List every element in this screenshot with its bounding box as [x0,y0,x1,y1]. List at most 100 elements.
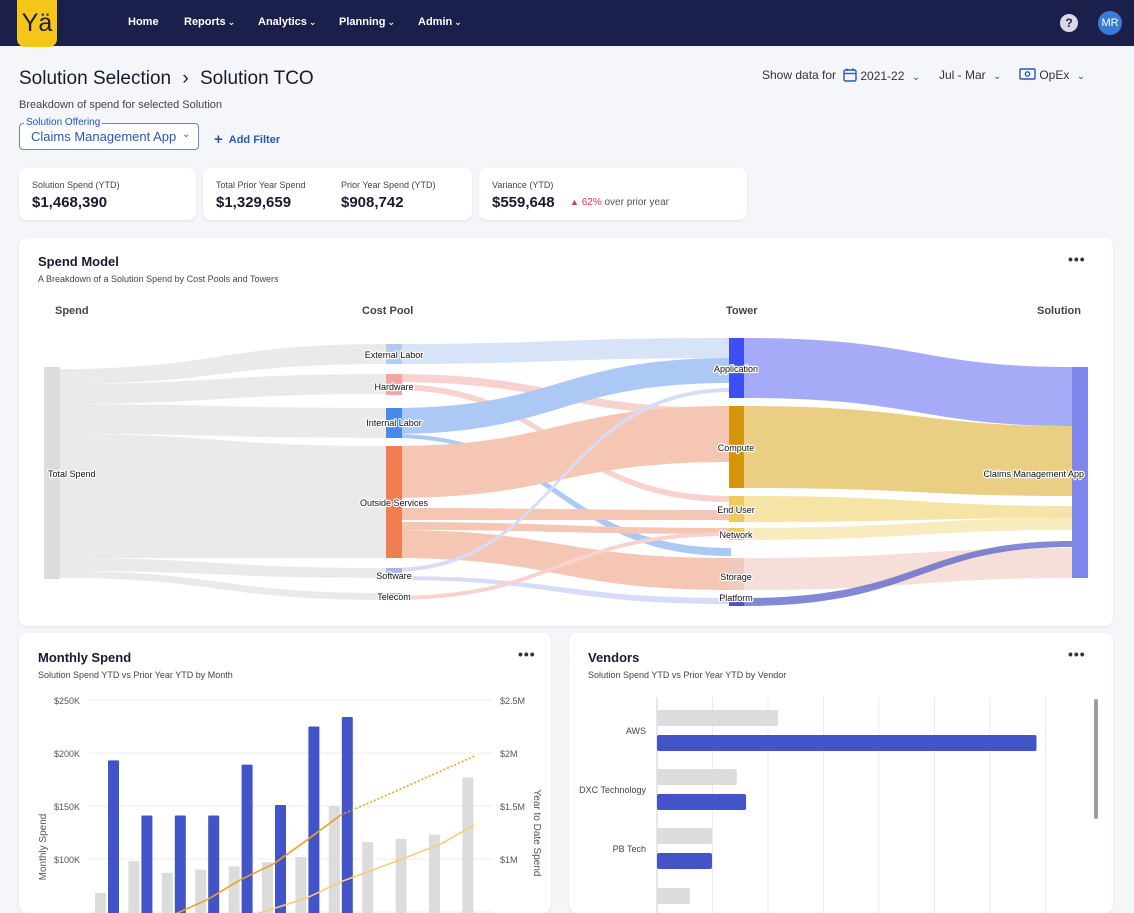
top-navigation-bar: Yä Home Reports⌄ Analytics⌄ Planning⌄ Ad… [0,0,1134,46]
vendor-bars [657,710,1037,904]
label-compute: Compute [718,443,755,453]
page-subtitle: Breakdown of spend for selected Solution [19,99,222,111]
nav-home[interactable]: Home [128,16,159,28]
chevron-down-icon: ⌄ [454,17,462,27]
bar-prior-year[interactable] [396,839,407,913]
bar-prior-year[interactable] [462,777,473,913]
bar-prior-year[interactable] [128,861,139,913]
bar-solution-spend[interactable] [657,853,712,869]
bar-solution-spend[interactable] [108,760,119,913]
label-external-labor: External Labor [365,350,424,360]
solution-offering-legend: Solution Offering [24,117,102,128]
label-solution: Claims Management App [983,469,1084,479]
bar-prior-year[interactable] [229,866,240,913]
fiscal-year-select[interactable]: 2021-22 ⌄ [843,68,920,83]
kpi-label: Solution Spend (YTD) [32,180,120,190]
bar-prior-year[interactable] [657,888,690,904]
column-header-tower: Tower [726,305,758,317]
label-internal-labor: Internal Labor [366,418,422,428]
bar-prior-year[interactable] [657,769,737,785]
links-spend-to-pool [60,344,386,600]
right-axis-title: Year to Date Spend [531,790,542,877]
help-icon[interactable]: ? [1060,14,1078,32]
variance-percent: 62% [582,197,602,208]
add-filter-label: Add Filter [229,134,280,146]
add-filter-button[interactable]: + Add Filter [214,131,280,148]
kpi-value: $559,648 [492,194,555,211]
nav-reports[interactable]: Reports⌄ [184,16,235,28]
right-tick: $2.5M [500,696,525,706]
label-storage: Storage [720,572,752,582]
right-tick: $1M [500,855,518,865]
nav-admin[interactable]: Admin⌄ [418,16,462,28]
right-tick: $2M [500,749,518,759]
kpi-label: Variance (YTD) [492,180,553,190]
variance-change: ▲ 62% over prior year [570,197,669,208]
right-axis-ticks: $2.5M $2M $1.5M $1M [500,696,525,865]
vendor-label: AWS [626,726,646,736]
spend-type-select[interactable]: OpEx ⌄ [1019,68,1085,82]
bar-prior-year[interactable] [657,828,712,844]
nav-planning-label: Planning [339,16,385,28]
logo[interactable]: Yä [17,0,57,47]
spend-model-card: Spend Model A Breakdown of a Solution Sp… [19,238,1113,626]
right-tick: $1.5M [500,802,525,812]
left-axis-title: Monthly Spend [38,814,49,881]
left-tick: $250K [54,696,80,706]
chevron-down-icon: ⌄ [993,71,1001,82]
column-header-cost-pool: Cost Pool [362,305,413,317]
label-platform: Platform [719,593,753,603]
kpi-label: Prior Year Spend (YTD) [341,180,436,190]
variance-suffix: over prior year [605,197,669,208]
chevron-down-icon: ⌄ [182,129,190,140]
kpi-value: $908,742 [341,194,404,211]
links-pool-to-tower [392,338,731,604]
show-data-label: Show data for [762,68,836,82]
scrollbar-thumb[interactable] [1094,699,1098,819]
chevron-down-icon: ⌄ [912,72,920,83]
bar-solution-spend[interactable] [657,794,746,810]
label-outside-services: Outside Services [360,498,429,508]
bar-solution-spend[interactable] [657,735,1037,751]
bar-prior-year[interactable] [195,870,206,913]
monthly-bars [95,717,473,913]
bar-prior-year[interactable] [657,710,778,726]
money-icon [1019,68,1036,80]
chevron-down-icon: ⌄ [387,17,395,27]
bar-prior-year[interactable] [95,893,106,913]
bar-prior-year[interactable] [262,862,273,913]
period-select[interactable]: Jul - Mar ⌄ [939,68,1001,82]
fiscal-year-value: 2021-22 [860,69,904,83]
bar-solution-spend[interactable] [342,717,353,913]
label-application: Application [714,364,758,374]
column-header-spend: Spend [55,305,89,317]
bar-prior-year[interactable] [362,842,373,913]
sankey-diagram[interactable]: Spend Cost Pool Tower Solution [19,238,1113,626]
avatar[interactable]: MR [1098,11,1122,35]
bar-solution-spend[interactable] [242,765,253,913]
bar-solution-spend[interactable] [308,727,319,913]
chevron-down-icon: ⌄ [309,17,317,27]
bar-prior-year[interactable] [162,873,173,913]
left-tick: $100K [54,855,80,865]
kpi-value: $1,329,659 [216,194,291,211]
nav-analytics[interactable]: Analytics⌄ [258,16,316,28]
calendar-icon [843,68,857,82]
label-software: Software [376,571,412,581]
label-end-user: End User [717,505,755,515]
page-title: Solution Selection › Solution TCO [19,68,314,90]
bar-solution-spend[interactable] [141,816,152,913]
kpi-card-solution-spend: Solution Spend (YTD) $1,468,390 [19,168,196,220]
monthly-spend-chart[interactable]: $250K $200K $150K $100K $2.5M $2M $1.5M … [19,633,551,913]
left-axis-ticks: $250K $200K $150K $100K [54,696,80,865]
plus-icon: + [214,131,223,148]
nav-planning[interactable]: Planning⌄ [339,16,395,28]
left-tick: $200K [54,749,80,759]
breadcrumb-parent[interactable]: Solution Selection [19,68,171,89]
bar-prior-year[interactable] [295,857,306,913]
spend-type-value: OpEx [1039,68,1069,82]
bar-solution-spend[interactable] [175,816,186,913]
column-headers: Spend Cost Pool Tower Solution [55,305,1081,317]
